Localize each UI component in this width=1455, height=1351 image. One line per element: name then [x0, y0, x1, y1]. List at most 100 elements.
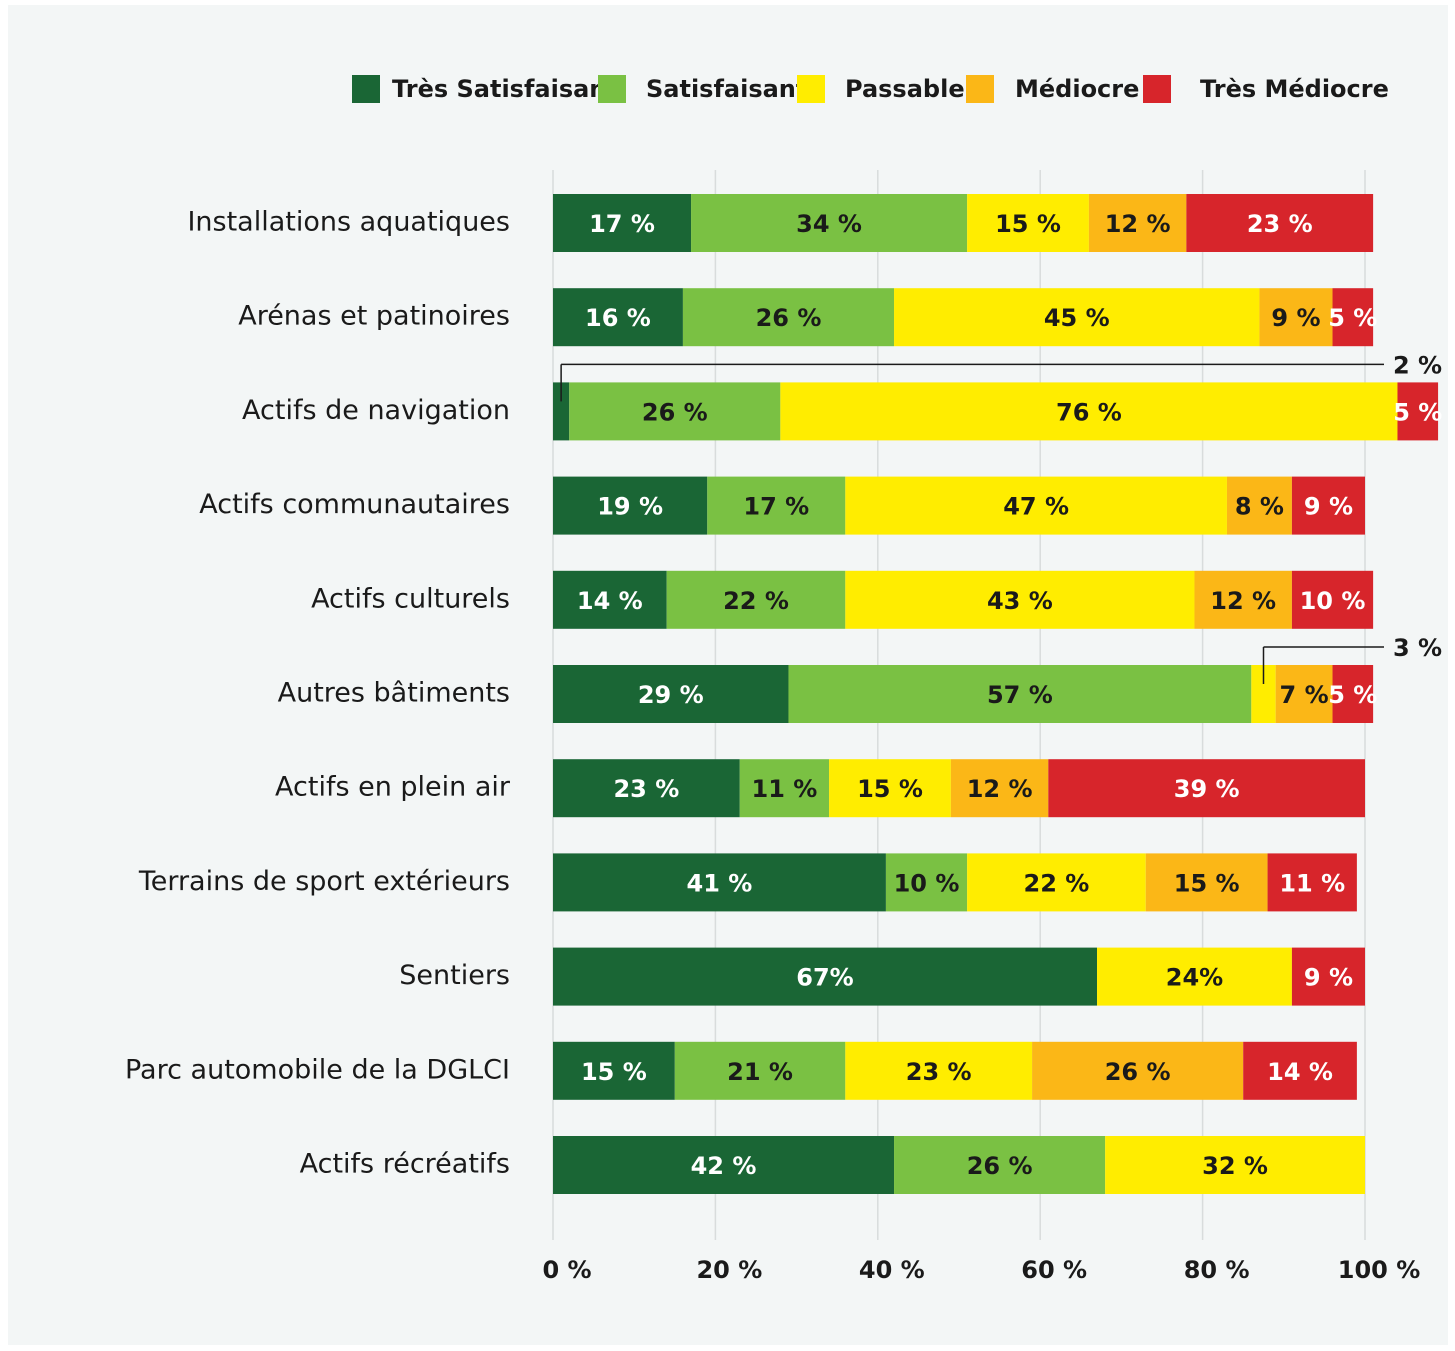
bar-segment: [1097, 947, 1292, 1006]
value-label: 41 %: [687, 869, 753, 897]
x-tick-label: 20 %: [696, 1256, 762, 1284]
value-label: 22 %: [1024, 869, 1090, 897]
value-label: 14 %: [577, 587, 643, 615]
bar-segment: [894, 288, 1260, 347]
value-label: 3 %: [1393, 634, 1442, 662]
legend-label: Satisfaisant: [646, 75, 807, 103]
value-label: 2 %: [1393, 351, 1442, 379]
category-label: Terrains de sport extérieurs: [138, 866, 510, 897]
bar-segment: [553, 382, 570, 441]
bar-segment: [1226, 476, 1292, 535]
x-tick-label: 0 %: [542, 1256, 591, 1284]
bar-segment: [553, 476, 708, 535]
value-label: 23 %: [1247, 210, 1313, 238]
bar-segment: [845, 476, 1227, 535]
category-label: Parc automobile de la DGLCI: [125, 1054, 510, 1085]
value-label: 5 %: [1328, 681, 1377, 709]
bar-segment: [553, 759, 740, 818]
value-label: 7 %: [1280, 681, 1329, 709]
bar-segment: [553, 570, 667, 629]
bar-segment: [739, 759, 830, 818]
value-label: 43 %: [987, 587, 1053, 615]
bar-segment: [1145, 853, 1268, 912]
value-label: 11 %: [752, 775, 818, 803]
bar-segment: [569, 382, 781, 441]
category-label: Sentiers: [399, 960, 510, 991]
value-label: 29 %: [638, 681, 704, 709]
value-label: 14 %: [1267, 1058, 1333, 1086]
bar-segment: [1186, 194, 1374, 252]
bar-segment: [553, 194, 692, 252]
value-label: 23 %: [906, 1058, 972, 1086]
bar-segment: [1332, 665, 1374, 723]
bar-segment: [780, 382, 1398, 441]
legend-label: Médiocre: [1015, 75, 1139, 103]
category-label: Actifs de navigation: [242, 395, 510, 426]
bar-segment: [666, 570, 846, 629]
value-label: 9 %: [1304, 964, 1353, 992]
bar-segment: [707, 476, 846, 535]
bar-segment: [1275, 665, 1333, 723]
bar-segment: [950, 759, 1049, 818]
x-tick-label: 40 %: [859, 1256, 925, 1284]
bar-segment: [1397, 382, 1439, 441]
value-label: 22 %: [723, 587, 789, 615]
value-label: 5 %: [1328, 304, 1377, 332]
bar-segment: [967, 853, 1146, 912]
bar-segment: [845, 570, 1195, 629]
category-label: Actifs en plein air: [275, 772, 511, 803]
value-label: 76 %: [1056, 398, 1122, 426]
value-label: 26 %: [642, 398, 708, 426]
value-label: 9 %: [1304, 493, 1353, 521]
legend-swatch: [797, 75, 825, 103]
value-label: 16 %: [585, 304, 651, 332]
x-tick-label: 100 %: [1338, 1256, 1421, 1284]
legend-label: Très Médiocre: [1200, 75, 1389, 103]
value-label: 15 %: [1174, 869, 1240, 897]
legend-swatch: [1143, 75, 1171, 103]
x-tick-label: 60 %: [1021, 1256, 1087, 1284]
bar-segment: [1032, 1041, 1244, 1100]
value-label: 15 %: [995, 210, 1061, 238]
bar-segment: [1194, 570, 1292, 629]
value-label: 39 %: [1174, 775, 1240, 803]
value-label: 11 %: [1279, 869, 1345, 897]
bar-segment: [788, 665, 1252, 723]
value-label: 67%: [796, 964, 853, 992]
value-label: 17 %: [589, 210, 655, 238]
value-label: 57 %: [987, 681, 1053, 709]
bar-segment: [885, 853, 968, 912]
value-label: 15 %: [581, 1058, 647, 1086]
bar-segment: [829, 759, 951, 818]
value-label: 26 %: [967, 1152, 1033, 1180]
value-label: 15 %: [857, 775, 923, 803]
x-tick-label: 80 %: [1184, 1256, 1250, 1284]
category-label: Actifs culturels: [311, 583, 510, 614]
value-label: 19 %: [597, 493, 663, 521]
legend-swatch: [966, 75, 994, 103]
bar-segment: [1259, 288, 1333, 347]
bar-segment: [674, 1041, 846, 1100]
value-label: 23 %: [613, 775, 679, 803]
bar-segment: [553, 1136, 895, 1194]
bar-segment: [553, 1041, 675, 1100]
category-label: Actifs récréatifs: [300, 1149, 510, 1180]
value-label: 5 %: [1393, 398, 1442, 426]
value-label: 12 %: [967, 775, 1033, 803]
bar-segment: [1291, 947, 1365, 1006]
legend-label: Passable: [845, 75, 965, 103]
category-label: Autres bâtiments: [278, 678, 510, 709]
bar-segment: [553, 947, 1098, 1006]
value-label: 9 %: [1271, 304, 1320, 332]
value-label: 42 %: [691, 1152, 757, 1180]
value-label: 47 %: [1003, 493, 1069, 521]
bar-segment: [1267, 853, 1357, 912]
bar-segment: [967, 194, 1089, 252]
value-label: 45 %: [1044, 304, 1110, 332]
bar-segment: [894, 1136, 1106, 1194]
bar-segment: [1332, 288, 1374, 347]
legend-label: Très Satisfaisant: [392, 75, 618, 103]
bar-segment: [1291, 570, 1374, 629]
value-label: 21 %: [727, 1058, 793, 1086]
